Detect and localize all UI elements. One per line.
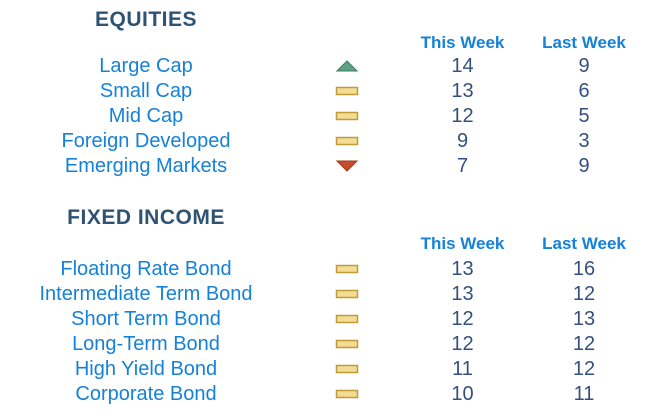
- last-week-value: 12: [572, 283, 596, 305]
- column-header-last-week: Last Week: [542, 33, 626, 52]
- section-title: FIXED INCOME: [67, 205, 225, 229]
- trend-cell: [292, 311, 402, 329]
- trend-flat-icon: [335, 86, 359, 96]
- trend-cell: [292, 58, 402, 76]
- this-week-value: 13: [451, 283, 474, 305]
- trend-up-icon: [335, 60, 359, 72]
- trend-cell: [292, 158, 402, 176]
- last-week-value: 5: [578, 105, 590, 127]
- trend-cell: [292, 386, 402, 404]
- asset-label: Short Term Bond: [71, 308, 221, 330]
- column-header-this-week: This Week: [420, 33, 505, 52]
- asset-row: Corporate Bond 10 11: [0, 382, 666, 407]
- asset-label: Foreign Developed: [61, 130, 231, 152]
- section-title-row: FIXED INCOME: [0, 205, 666, 230]
- last-week-value: 13: [572, 308, 596, 330]
- section-equities: EQUITIES This Week Last Week Large Cap 1…: [0, 0, 666, 179]
- this-week-value: 12: [451, 333, 474, 355]
- last-week-value: 11: [573, 383, 595, 405]
- asset-row: Mid Cap 12 5: [0, 104, 666, 129]
- asset-label: Small Cap: [99, 80, 193, 102]
- column-header-this-week: This Week: [420, 233, 505, 253]
- asset-row: Long-Term Bond 12 12: [0, 332, 666, 357]
- this-week-value: 12: [451, 308, 474, 330]
- trend-flat-icon: [335, 136, 359, 146]
- last-week-value: 6: [578, 80, 590, 102]
- trend-cell: [292, 261, 402, 279]
- trend-flat-icon: [335, 111, 359, 121]
- last-week-value: 3: [578, 130, 590, 152]
- trend-cell: [292, 108, 402, 126]
- asset-label: Floating Rate Bond: [60, 258, 232, 280]
- last-week-value: 12: [572, 358, 596, 380]
- asset-label: Intermediate Term Bond: [39, 283, 253, 305]
- asset-row: Small Cap 13 6: [0, 79, 666, 104]
- asset-label: Long-Term Bond: [72, 333, 220, 355]
- trend-flat-icon: [335, 264, 359, 274]
- asset-row: Short Term Bond 12 13: [0, 307, 666, 332]
- trend-flat-icon: [335, 289, 359, 299]
- this-week-value: 13: [451, 80, 474, 102]
- asset-row: High Yield Bond 11 12: [0, 357, 666, 382]
- this-week-value: 13: [451, 258, 474, 280]
- last-week-value: 12: [572, 333, 596, 355]
- asset-row: Large Cap 14 9: [0, 54, 666, 79]
- trend-flat-icon: [335, 364, 359, 374]
- last-week-value: 9: [578, 155, 590, 177]
- asset-label: Emerging Markets: [64, 155, 228, 177]
- this-week-value: 10: [451, 383, 474, 405]
- section-fixed-income: FIXED INCOME This Week Last Week Floatin…: [0, 205, 666, 407]
- trend-flat-icon: [335, 389, 359, 399]
- last-week-value: 9: [578, 55, 590, 77]
- asset-label: Corporate Bond: [75, 383, 217, 405]
- this-week-value: 9: [456, 130, 469, 152]
- trend-flat-icon: [335, 339, 359, 349]
- this-week-value: 7: [456, 155, 469, 177]
- column-header-row: This Week Last Week: [0, 32, 666, 54]
- trend-cell: [292, 83, 402, 101]
- trend-cell: [292, 133, 402, 151]
- asset-label: Mid Cap: [108, 105, 184, 127]
- trend-cell: [292, 336, 402, 354]
- section-title: EQUITIES: [94, 7, 198, 31]
- trend-down-icon: [335, 160, 359, 172]
- section-title-row: EQUITIES: [0, 7, 666, 32]
- asset-row: Floating Rate Bond 13 16: [0, 257, 666, 282]
- asset-label: Large Cap: [99, 55, 193, 77]
- trend-cell: [292, 286, 402, 304]
- asset-row: Intermediate Term Bond 13 12: [0, 282, 666, 307]
- last-week-value: 16: [572, 258, 596, 280]
- asset-label: High Yield Bond: [74, 358, 218, 380]
- trend-flat-icon: [335, 314, 359, 324]
- this-week-value: 12: [451, 105, 474, 127]
- trend-cell: [292, 361, 402, 379]
- asset-row: Foreign Developed 9 3: [0, 129, 666, 154]
- this-week-value: 11: [452, 358, 473, 380]
- column-header-row: This Week Last Week: [0, 230, 666, 257]
- column-header-last-week: Last Week: [542, 233, 626, 253]
- this-week-value: 14: [451, 55, 474, 77]
- asset-row: Emerging Markets 7 9: [0, 154, 666, 179]
